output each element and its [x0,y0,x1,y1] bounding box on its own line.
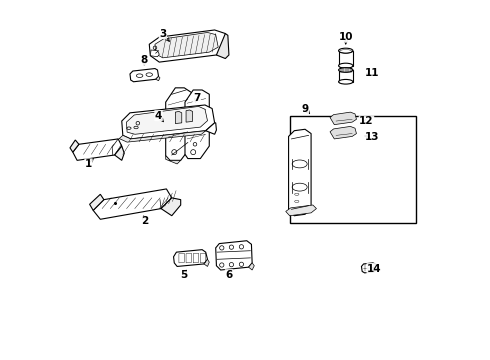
Text: 11: 11 [365,68,379,78]
Text: 2: 2 [141,216,148,226]
Bar [290,116,416,223]
Polygon shape [286,205,317,216]
Polygon shape [70,140,79,152]
Text: 6: 6 [225,270,233,280]
Polygon shape [216,241,252,270]
Ellipse shape [339,80,353,84]
Text: 8: 8 [141,55,148,65]
Polygon shape [126,107,207,134]
Ellipse shape [339,63,353,68]
Ellipse shape [292,160,307,168]
Ellipse shape [292,183,307,191]
Polygon shape [217,33,229,59]
Polygon shape [204,259,209,266]
Text: 4: 4 [155,111,162,121]
Text: 3: 3 [159,28,167,39]
Polygon shape [206,123,217,134]
Polygon shape [156,76,160,81]
Text: 1: 1 [85,159,92,169]
Polygon shape [150,50,159,57]
Polygon shape [330,112,356,125]
Polygon shape [166,156,181,164]
Polygon shape [166,88,192,160]
Polygon shape [115,146,124,160]
Text: 7: 7 [193,93,200,103]
Text: 5: 5 [181,270,188,280]
Text: 13: 13 [365,132,379,142]
Polygon shape [175,111,182,123]
Polygon shape [130,68,159,82]
Polygon shape [161,198,181,216]
Text: 9: 9 [301,104,309,113]
Polygon shape [73,139,122,160]
Polygon shape [339,70,353,82]
Text: 14: 14 [367,264,382,274]
Polygon shape [173,249,207,266]
Polygon shape [330,126,356,139]
Polygon shape [186,110,193,122]
Polygon shape [149,30,227,62]
Ellipse shape [339,48,353,53]
Polygon shape [362,263,376,273]
Polygon shape [122,105,215,139]
Polygon shape [289,129,311,216]
Polygon shape [155,32,218,58]
Polygon shape [93,189,172,219]
Polygon shape [90,194,104,210]
Ellipse shape [339,68,353,72]
Polygon shape [248,263,254,270]
Text: 12: 12 [359,116,374,126]
Text: 10: 10 [339,32,353,42]
Polygon shape [185,90,209,158]
Polygon shape [339,51,353,66]
Polygon shape [119,131,206,142]
